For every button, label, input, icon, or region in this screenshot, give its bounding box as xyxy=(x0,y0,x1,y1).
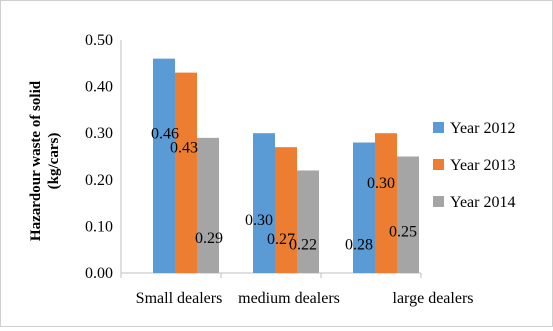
y-axis-title-line: Hazardour waste of solid xyxy=(28,80,44,241)
bar xyxy=(375,133,397,273)
bar xyxy=(275,147,297,273)
x-tick-label: large dealers xyxy=(393,290,474,307)
data-label: 0.43 xyxy=(170,140,198,157)
legend-label: Year 2013 xyxy=(450,157,515,174)
y-tick-label: 0.20 xyxy=(85,172,113,189)
y-tick-label: 0.30 xyxy=(85,125,113,142)
bar xyxy=(153,58,175,273)
data-label: 0.46 xyxy=(151,126,179,143)
y-tick-label: 0.40 xyxy=(85,79,113,96)
legend-swatch xyxy=(433,159,444,170)
y-axis-title-line: (kg/cars) xyxy=(46,133,62,190)
data-label: 0.28 xyxy=(345,237,373,254)
data-label: 0.27 xyxy=(267,231,295,248)
y-tick-label: 0.10 xyxy=(85,218,113,235)
y-tick-label: 0.00 xyxy=(85,265,113,282)
legend: Year 2012 Year 2013 Year 2014 xyxy=(433,120,515,211)
data-label: 0.22 xyxy=(289,236,317,253)
bar-chart: Hazardour waste of solid (kg/cars) 0.000.… xyxy=(28,32,515,307)
y-axis-ticks: 0.00 0.10 0.20 0.30 0.40 0.50 xyxy=(85,32,113,282)
bar xyxy=(297,170,319,273)
legend-label: Year 2012 xyxy=(450,120,515,137)
y-tick-label: 0.50 xyxy=(85,32,113,49)
x-axis-ticks: Small dealers medium dealers large dealers xyxy=(136,290,474,307)
x-tick-label: Small dealers xyxy=(136,290,223,307)
data-label: 0.25 xyxy=(389,224,417,241)
y-axis-label: Hazardour waste of solid (kg/cars) xyxy=(28,80,62,241)
data-label: 0.30 xyxy=(367,175,395,192)
data-labels: 0.46 0.30 0.28 0.43 0.27 0.30 0.29 0.22 0.25 xyxy=(151,126,417,254)
legend-swatch xyxy=(433,196,444,207)
bar xyxy=(197,137,219,273)
data-label: 0.30 xyxy=(245,212,273,229)
bar xyxy=(253,133,275,273)
data-label: 0.29 xyxy=(195,230,223,247)
bars xyxy=(153,58,419,274)
bar xyxy=(175,72,197,274)
bar xyxy=(397,156,419,273)
bar xyxy=(353,142,375,273)
legend-swatch xyxy=(433,122,444,133)
legend-label: Year 2014 xyxy=(450,194,515,211)
x-tick-label: medium dealers xyxy=(238,290,340,307)
